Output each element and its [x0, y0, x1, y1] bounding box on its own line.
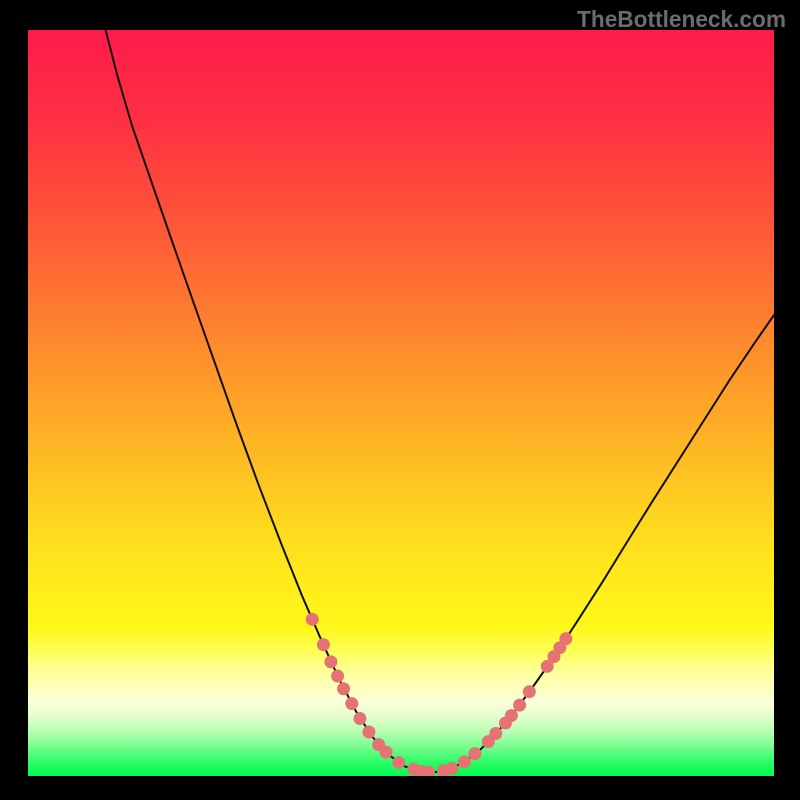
data-marker: [337, 682, 350, 695]
data-marker: [380, 746, 393, 759]
data-marker: [353, 712, 366, 725]
data-marker: [345, 697, 358, 710]
data-marker: [362, 725, 375, 738]
chart-container: TheBottleneck.com: [0, 0, 800, 800]
data-marker: [458, 755, 471, 768]
plot-background: [28, 30, 774, 776]
plot-area: [28, 30, 774, 776]
data-marker: [489, 727, 502, 740]
data-marker: [523, 685, 536, 698]
data-marker: [468, 747, 481, 760]
data-marker: [513, 699, 526, 712]
data-marker: [505, 709, 518, 722]
data-marker: [324, 655, 337, 668]
data-marker: [392, 756, 405, 769]
data-marker: [317, 638, 330, 651]
plot-svg: [28, 30, 774, 776]
watermark-text: TheBottleneck.com: [577, 6, 786, 33]
data-marker: [306, 613, 319, 626]
data-marker: [445, 762, 458, 775]
data-marker: [331, 670, 344, 683]
data-marker: [559, 632, 572, 645]
